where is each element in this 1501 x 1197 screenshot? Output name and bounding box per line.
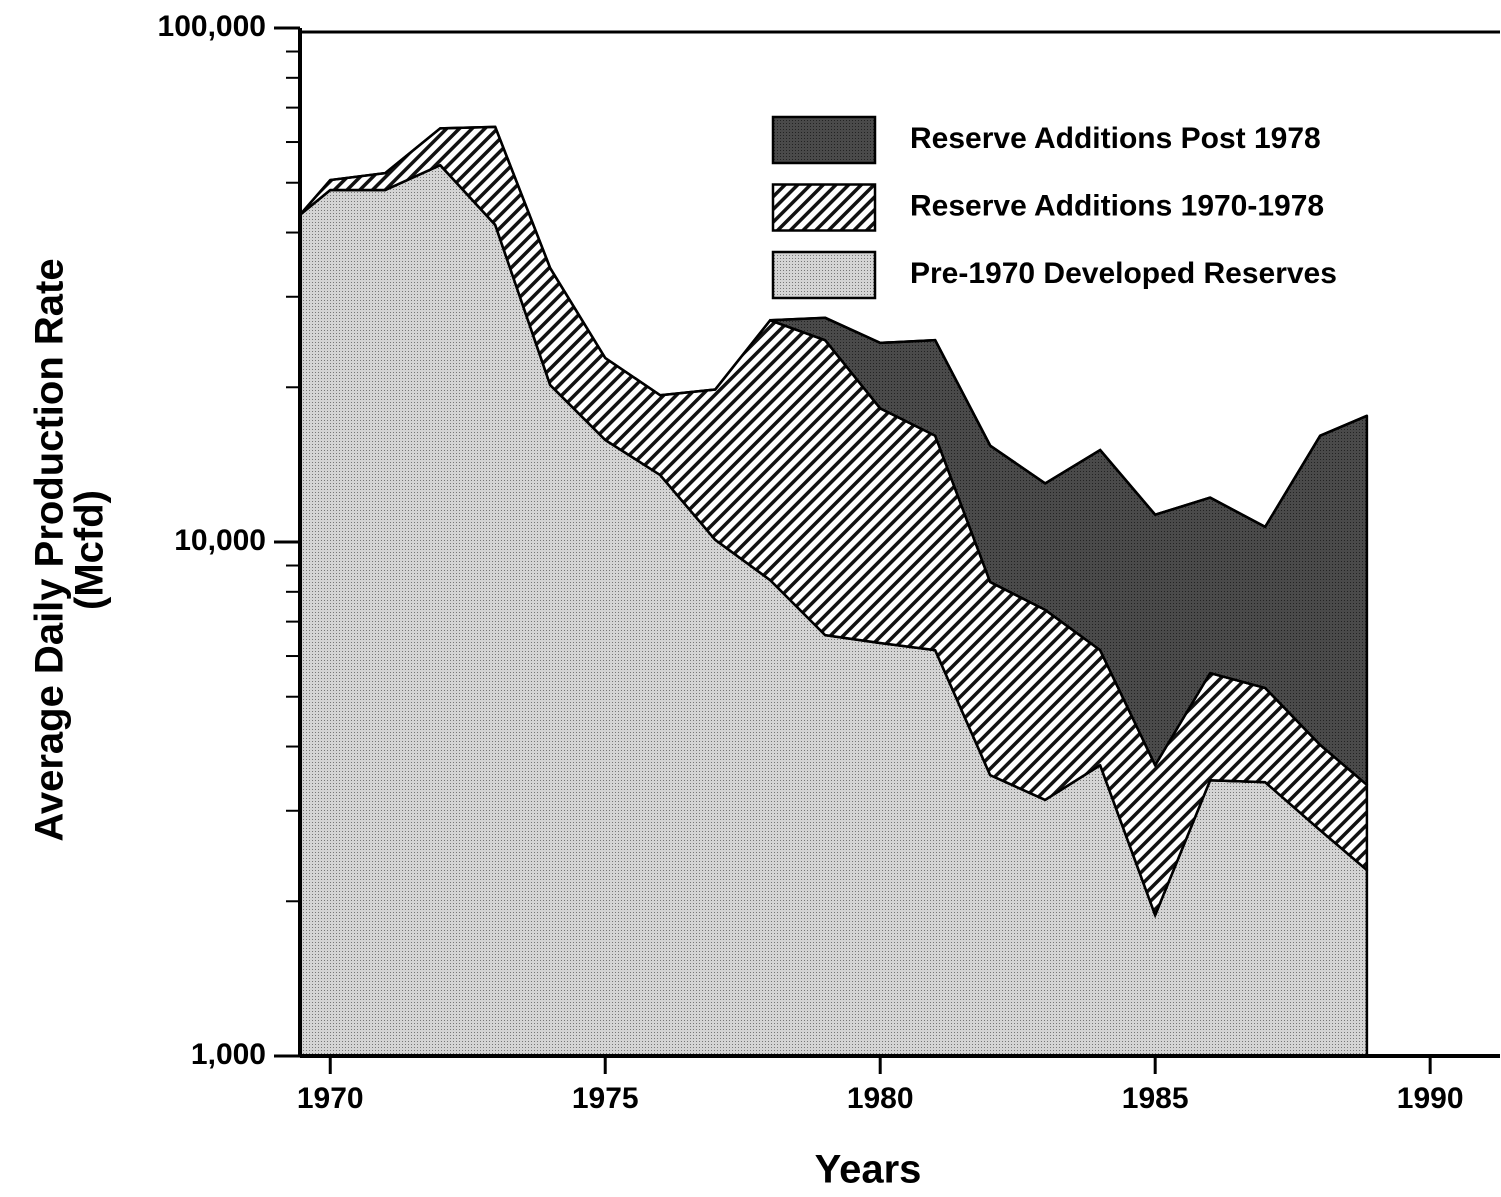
legend-label: Reserve Additions 1970-1978 — [910, 189, 1324, 222]
x-axis-title: Years — [815, 1148, 922, 1192]
x-tick-label: 1970 — [297, 1082, 364, 1115]
y-tick-label: 10,000 — [174, 524, 266, 557]
x-tick-label: 1975 — [572, 1082, 639, 1115]
area-edge — [770, 316, 1368, 529]
legend-swatch — [771, 250, 877, 300]
x-tick-label: 1990 — [1397, 1082, 1464, 1115]
x-tick-label: 1980 — [847, 1082, 914, 1115]
y-axis-title: (Mcfd) — [68, 490, 112, 610]
legend-label: Pre-1970 Developed Reserves — [910, 257, 1337, 290]
y-axis-title: Average Daily Production Rate — [28, 258, 72, 841]
legend-swatch — [771, 183, 877, 232]
y-tick-label: 1,000 — [191, 1038, 266, 1071]
legend-swatch — [771, 115, 877, 165]
y-tick-label: 100,000 — [158, 10, 266, 43]
x-tick-label: 1985 — [1122, 1082, 1189, 1115]
legend-label: Reserve Additions Post 1978 — [910, 122, 1321, 155]
